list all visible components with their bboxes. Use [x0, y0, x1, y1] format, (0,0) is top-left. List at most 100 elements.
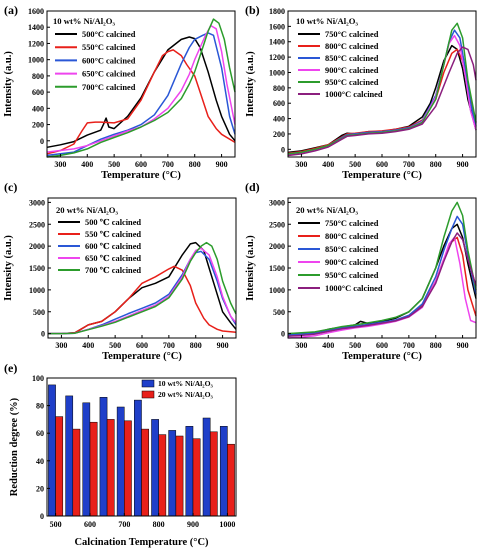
y-tick-label: 400	[32, 104, 44, 113]
x-tick-label: 700	[403, 160, 415, 169]
bar-10wt	[116, 406, 125, 517]
series-line-4	[48, 247, 237, 335]
y-tick-label: 3000	[269, 198, 285, 207]
x-tick-label: 300	[295, 160, 307, 169]
y-tick-label: 400	[273, 115, 285, 124]
bar-20wt	[175, 435, 184, 517]
legend-entry: 650 ℃ calcined	[85, 254, 141, 263]
panel-label: (b)	[245, 3, 260, 17]
legend-entry: 500°C calcined	[82, 30, 136, 39]
panel-e: 500 600 700 800 900 1000 0 20 40 60 80 100 Calcinati…	[4, 361, 237, 548]
sample-label: 10 wt% Ni/Al₂O₃	[53, 16, 115, 26]
bar-10wt	[185, 426, 194, 517]
legend-entry: 600 ℃ calcined	[85, 242, 141, 251]
y-tick-label: 1000	[269, 68, 285, 77]
bar-20wt	[55, 416, 64, 517]
y-tick-label: 1500	[269, 264, 285, 273]
x-tick-label: 800	[430, 341, 442, 350]
y-tick-label: 0	[281, 330, 285, 339]
x-tick-label: 300	[55, 341, 67, 350]
legend-entry: 900°C calcined	[325, 258, 379, 267]
bar-10wt	[99, 397, 108, 517]
bar-10wt	[134, 399, 142, 517]
y-tick-label: 1600	[28, 7, 44, 16]
legend-entry: 850°C calcined	[325, 54, 379, 63]
legend-swatch	[141, 379, 155, 388]
y-tick-label: 40	[36, 457, 44, 466]
y-tick-label: 3000	[29, 198, 45, 207]
panel-c: 300 400 500 600 700 800 900 0 500 1000 1500 2000 250…	[3, 180, 237, 362]
y-tick-label: 200	[32, 121, 44, 130]
x-tick-label: 600	[135, 160, 147, 169]
plot-frame	[287, 197, 477, 339]
legend-entry: 1000°C calcined	[325, 284, 383, 293]
x-tick-label: 800	[189, 160, 201, 169]
bar-10wt	[219, 426, 228, 517]
x-tick-label: 800	[430, 160, 442, 169]
panel-label: (d)	[245, 180, 260, 194]
bar-10wt	[202, 417, 211, 517]
plot-frame	[287, 10, 477, 158]
legend-entry: 550°C calcined	[82, 43, 136, 52]
series-line-5	[48, 241, 237, 335]
x-tick-label: 500	[109, 341, 121, 350]
bar-20wt	[227, 443, 235, 517]
bar-10wt	[151, 419, 159, 517]
x-tick-label: 400	[82, 341, 94, 350]
y-tick-label: 100	[32, 374, 44, 383]
series-line-3	[46, 32, 236, 157]
y-tick-label: 2000	[269, 242, 285, 251]
y-tick-label: 2500	[29, 220, 45, 229]
y-tick-label: 600	[273, 99, 285, 108]
panel-a: 300 400 500 600 700 800 900 0 200 400 600 800 1000 12…	[3, 3, 236, 181]
y-axis-title: Intensity (a.u.)	[245, 235, 256, 301]
y-tick-label: 1600	[269, 22, 285, 31]
y-axis-title: Intensity (a.u.)	[3, 235, 14, 301]
legend-entry: 950°C calcined	[325, 271, 379, 280]
panel-b: 300 400 500 600 700 800 900 0 200 400 600 800 1000 12…	[245, 3, 477, 181]
bar-20wt	[141, 428, 149, 517]
x-tick-label: 400	[81, 160, 93, 169]
x-tick-label: 600	[376, 341, 388, 350]
x-tick-label: 500	[108, 160, 120, 169]
series-line-2	[48, 265, 237, 335]
y-tick-label: 1500	[29, 264, 45, 273]
legend-entry: 750°C calcined	[325, 30, 379, 39]
y-axis-title: Reduction degree (%)	[9, 397, 20, 496]
y-tick-label: 1400	[28, 23, 44, 32]
bar-20wt	[158, 434, 167, 517]
y-tick-label: 1200	[28, 39, 44, 48]
y-tick-label: 20	[36, 484, 44, 493]
x-axis-title: Temperature (°C)	[342, 170, 422, 181]
x-tick-label: 600	[136, 341, 148, 350]
bar-20wt	[209, 431, 218, 517]
legend-entry: 900°C calcined	[325, 66, 379, 75]
legend-entry: 550 ℃ calcined	[85, 230, 141, 239]
y-tick-label: 1400	[269, 38, 285, 47]
sample-label: 20 wt% Ni/Al₂O₃	[56, 205, 118, 215]
y-tick-label: 500	[273, 308, 285, 317]
x-tick-label: 500	[349, 160, 361, 169]
legend-entry: 1000°C calcined	[325, 90, 383, 99]
x-axis-title: Temperature (°C)	[342, 351, 422, 362]
x-tick-label: 300	[295, 341, 307, 350]
x-tick-label: 700	[163, 341, 175, 350]
series-line-3	[287, 215, 477, 336]
series-line-2	[287, 48, 477, 154]
panel-label: (c)	[4, 180, 17, 194]
legend-entry: 700°C calcined	[82, 83, 136, 92]
x-tick-label: 300	[54, 160, 66, 169]
series-line-2	[46, 49, 236, 155]
x-tick-label: 800	[153, 520, 165, 529]
bar-20wt	[89, 421, 98, 517]
x-tick-label: 400	[322, 160, 334, 169]
y-tick-label: 600	[32, 88, 44, 97]
y-tick-label: 1000	[29, 286, 45, 295]
panel-label: (a)	[4, 3, 18, 17]
x-tick-label: 700	[403, 341, 415, 350]
bar-10wt	[48, 384, 56, 517]
series-line-6	[287, 232, 477, 338]
legend-entry: 20 wt% Ni/Al₂O₃	[158, 390, 213, 399]
y-tick-label: 200	[273, 130, 285, 139]
